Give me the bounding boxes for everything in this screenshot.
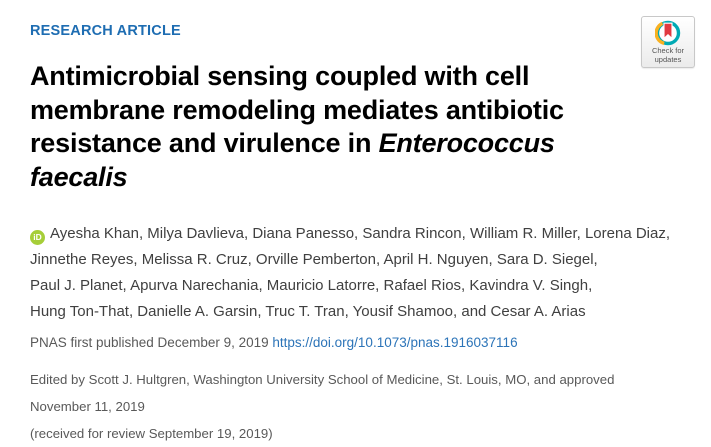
title-line-2: membrane remodeling mediates antibiotic bbox=[30, 94, 564, 125]
title-species-name-2: faecalis bbox=[30, 161, 128, 192]
doi-link[interactable]: https://doi.org/10.1073/pnas.1916037116 bbox=[272, 335, 518, 350]
editor-note-line-2: (received for review September 19, 2019) bbox=[30, 426, 273, 441]
check-for-updates-badge[interactable]: Check for updates bbox=[641, 16, 695, 68]
article-header: RESEARCH ARTICLE Antimicrobial sensing c… bbox=[30, 0, 670, 447]
check-for-updates-label: Check for updates bbox=[651, 46, 685, 64]
orcid-icon[interactable]: iD bbox=[30, 230, 45, 245]
crossmark-icon bbox=[655, 20, 681, 46]
author-names: Ayesha Khan, Milya Davlieva, Diana Panes… bbox=[50, 225, 671, 242]
author-line: Hung Ton-That, Danielle A. Garsin, Truc … bbox=[30, 303, 586, 320]
publication-date-text: PNAS first published December 9, 2019 bbox=[30, 335, 273, 350]
title-species-name: Enterococcus bbox=[378, 128, 555, 158]
editor-note-line-1: Edited by Scott J. Hultgren, Washington … bbox=[30, 372, 615, 414]
article-title: Antimicrobial sensing coupled with cell … bbox=[30, 60, 670, 194]
author-line: Jinnethe Reyes, Melissa R. Cruz, Orville… bbox=[30, 251, 598, 268]
title-line-1: Antimicrobial sensing coupled with cell bbox=[30, 61, 530, 91]
editor-note: Edited by Scott J. Hultgren, Washington … bbox=[30, 366, 670, 447]
publication-line: PNAS first published December 9, 2019 ht… bbox=[30, 335, 670, 350]
author-line: Paul J. Planet, Apurva Narechania, Mauri… bbox=[30, 277, 593, 294]
title-line-3: resistance and virulence in bbox=[30, 128, 379, 158]
author-line: iD Ayesha Khan, Milya Davlieva, Diana Pan… bbox=[30, 221, 670, 247]
author-list: iD Ayesha Khan, Milya Davlieva, Diana Pan… bbox=[30, 221, 670, 325]
article-type-label: RESEARCH ARTICLE bbox=[30, 23, 181, 39]
